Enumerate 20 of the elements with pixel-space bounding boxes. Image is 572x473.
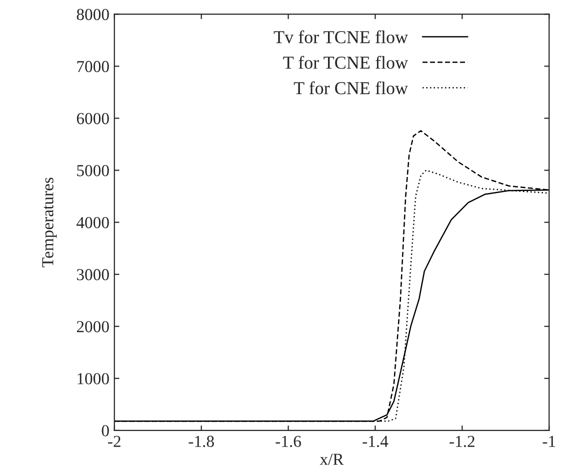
x-axis-title: x/R — [320, 454, 344, 465]
y-tick-label: 8000 — [76, 8, 109, 20]
x-tick-label: -1.8 — [188, 436, 214, 448]
x-tick-label: -1 — [542, 436, 556, 447]
legend-label: T for TCNE flow — [283, 56, 408, 69]
y-tick-label: 3000 — [77, 269, 109, 280]
legend-label: Tv for TCNE flow — [274, 30, 408, 44]
legend-label: T for CNE flow — [294, 81, 408, 94]
y-tick-label: 0 — [102, 425, 109, 436]
y-tick-label: 1000 — [78, 373, 109, 384]
x-tick-label: -1.6 — [276, 436, 301, 448]
x-tick-label: -1.2 — [450, 436, 474, 448]
x-tick-label: -1.4 — [362, 436, 388, 448]
y-tick-label: 6000 — [76, 112, 109, 124]
y-tick-label: 2000 — [76, 321, 109, 332]
y-tick-label: 5000 — [77, 164, 109, 176]
y-tick-label: 4000 — [76, 217, 109, 228]
y-tick-label: 7000 — [77, 60, 109, 72]
x-tick-label: -2 — [108, 436, 120, 447]
y-axis-title: Temperatures — [42, 178, 57, 268]
